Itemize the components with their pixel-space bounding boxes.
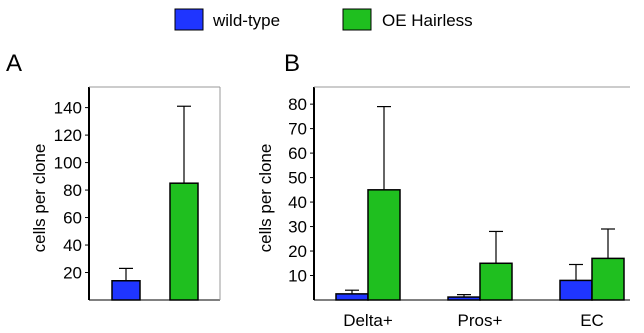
panel-b-y-tick-label: 30 [288, 218, 307, 237]
panel-b-category-label-delta: Delta+ [343, 311, 393, 330]
panel-b-y-tick-label: 40 [288, 193, 307, 212]
panel-a-y-tick-label: 20 [63, 264, 82, 283]
panel-a-y-tick-label: 40 [63, 236, 82, 255]
legend-label-wild-type: wild-type [212, 11, 280, 30]
panel-a-y-tick-label: 80 [63, 181, 82, 200]
panel-b-y-tick-label: 10 [288, 267, 307, 286]
panel-b-y-tick-label: 80 [288, 95, 307, 114]
panel-letter-a: A [6, 50, 22, 77]
panel-b-y-tick-label: 60 [288, 144, 307, 163]
panel-b-y-tick-label: 70 [288, 120, 307, 139]
panel-a-bar-wild-type [111, 280, 141, 301]
panel-b-category-label-pros: Pros+ [458, 311, 503, 330]
panel-a-y-tick-label: 140 [54, 99, 82, 118]
panel-b-bar-oe-hairless [591, 257, 625, 301]
panel-a-y-tick-label: 60 [63, 209, 82, 228]
panel-letter-b: B [284, 50, 300, 77]
panel-b-y-axis-label: cells per clone [256, 144, 275, 253]
panel-a-y-tick-label: 100 [54, 154, 82, 173]
panel-b-y-tick-label: 50 [288, 169, 307, 188]
panel-a-bar-oe-hairless [169, 182, 199, 301]
panel-b-chart: cells per clone 10 20 30 40 50 60 70 80 Delta+ Pr… [256, 86, 630, 330]
legend-swatch-wild-type [174, 8, 204, 31]
panel-b-y-tick-label: 20 [288, 242, 307, 261]
panel-b-bar-wild-type [447, 296, 481, 301]
panel-b-category-label-ec: EC [580, 311, 604, 330]
panel-b-bar-oe-hairless [367, 189, 401, 301]
legend: wild-type OE Hairless [174, 8, 473, 31]
panel-a-y-axis-label: cells per clone [30, 144, 49, 253]
panel-a-y-tick-label: 120 [54, 126, 82, 145]
panel-b-bar-oe-hairless [479, 262, 513, 301]
legend-label-oe-hairless: OE Hairless [382, 11, 473, 30]
panel-b-bar-wild-type [335, 293, 369, 301]
panel-a-chart: cells per clone 20 40 60 80 100 120 140 [30, 86, 221, 301]
panel-b-bar-wild-type [559, 279, 593, 301]
legend-swatch-oe-hairless [342, 8, 372, 31]
